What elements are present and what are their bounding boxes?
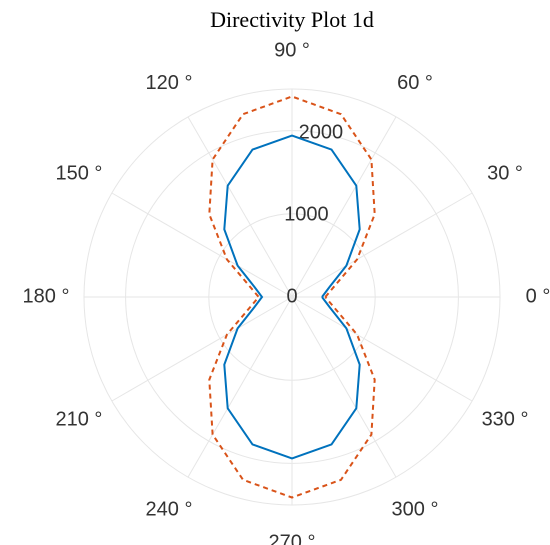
chart-title: Directivity Plot 1d [210,7,374,32]
theta-tick-label: 60 ° [397,72,433,94]
r-tick-label: 2000 [299,121,344,143]
theta-tick-label: 300 ° [392,498,439,520]
grid-spoke [291,296,397,478]
theta-tick-label: 240 ° [146,498,193,520]
grid-spoke [291,116,397,298]
grid-spoke [187,296,293,478]
theta-tick-label: 120 ° [146,72,193,94]
grid-spoke [187,116,293,298]
series-line [208,95,376,499]
series-line [223,134,361,460]
theta-tick-label: 210 ° [55,408,102,430]
theta-tick-label: 180 ° [23,285,70,307]
theta-tick-label: 30 ° [487,162,523,184]
theta-tick-label: 0 ° [526,285,550,307]
grid-spoke [291,296,473,402]
theta-tick-label: 150 ° [55,162,102,184]
grid-spoke [291,192,473,298]
theta-tick-label: 330 ° [482,408,529,430]
theta-tick-label: 90 ° [274,39,310,61]
r-tick-label: 0 [286,285,297,307]
theta-tick-label: 270 ° [269,531,316,545]
grid-spoke [111,296,293,402]
grid-spoke [111,192,293,298]
r-tick-label: 1000 [284,203,329,225]
